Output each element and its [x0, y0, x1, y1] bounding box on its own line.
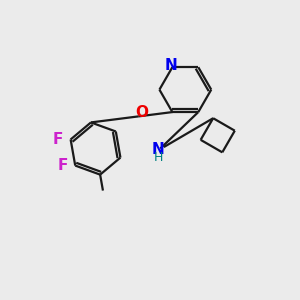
Text: F: F	[58, 158, 68, 173]
Text: N: N	[164, 58, 177, 73]
Text: N: N	[152, 142, 164, 157]
Text: O: O	[135, 105, 148, 120]
Text: H: H	[153, 152, 163, 164]
Text: F: F	[53, 132, 63, 147]
